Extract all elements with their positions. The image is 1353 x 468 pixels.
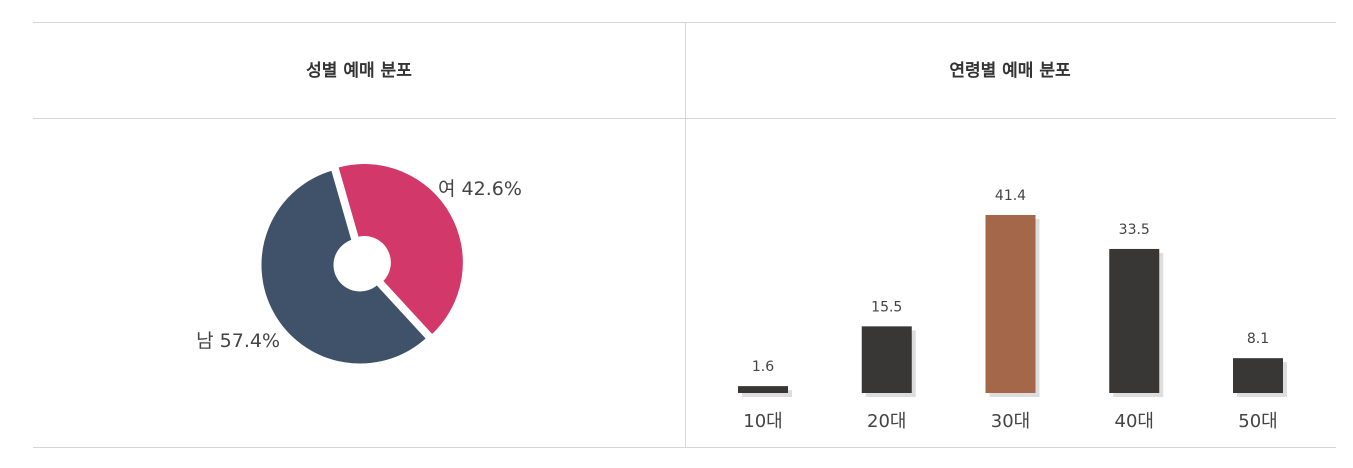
value-label: 57.4% [220, 330, 280, 352]
bar [1233, 358, 1283, 393]
value-label: 33.5 [1119, 222, 1150, 238]
chart-title: 연령별 예매 분포 [949, 60, 1071, 81]
slice-label: 여 42.6% [438, 178, 522, 200]
x-tick-label: 10대 [743, 411, 782, 432]
bar [1109, 248, 1160, 393]
bar [861, 326, 912, 393]
x-tick-label: 30대 [991, 411, 1030, 432]
value-label: 42.6% [462, 178, 522, 200]
bar [985, 214, 1036, 393]
slice-label: 남 57.4% [196, 330, 280, 352]
pie-slice [258, 167, 430, 367]
category-label: 여 [438, 178, 455, 200]
bar-shadow [742, 390, 792, 397]
pie-slice [334, 161, 466, 339]
category-label: 남 [196, 330, 213, 352]
x-tick-label: 40대 [1115, 411, 1154, 432]
value-label: 8.1 [1247, 331, 1269, 347]
x-tick-label: 20대 [867, 411, 906, 432]
value-label: 41.4 [995, 188, 1026, 204]
bar [738, 386, 788, 393]
x-tick-label: 50대 [1238, 411, 1277, 432]
value-label: 15.5 [871, 299, 902, 315]
chart-title: 성별 예매 분포 [306, 61, 412, 81]
value-label: 1.6 [752, 359, 774, 375]
